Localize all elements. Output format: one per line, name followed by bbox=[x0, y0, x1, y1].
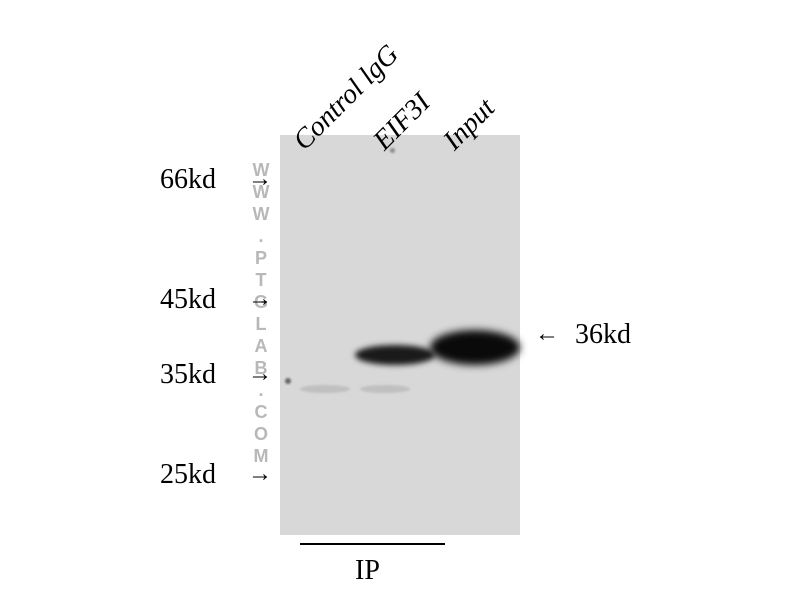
target-band-label: 36kd bbox=[575, 319, 631, 351]
ip-bracket-line bbox=[300, 543, 445, 545]
marker-label: 45kd bbox=[160, 284, 216, 316]
blot-artifact bbox=[285, 378, 291, 384]
marker-label: 66kd bbox=[160, 164, 216, 196]
blot-artifact bbox=[360, 385, 410, 393]
marker-label: 35kd bbox=[160, 359, 216, 391]
figure-container: WWW.PTGLAB.COM Control lgGEIF3IInput 66k… bbox=[0, 0, 800, 600]
arrow-right-icon: → bbox=[248, 286, 272, 313]
arrow-right-icon: → bbox=[248, 166, 272, 193]
protein-band bbox=[355, 345, 435, 365]
ip-label: IP bbox=[355, 555, 380, 587]
arrow-right-icon: → bbox=[248, 461, 272, 488]
protein-band bbox=[430, 330, 520, 365]
target-arrow-icon: ← bbox=[535, 321, 559, 348]
marker-label: 25kd bbox=[160, 459, 216, 491]
watermark: WWW.PTGLAB.COM bbox=[250, 160, 271, 468]
blot-artifact bbox=[300, 385, 350, 393]
arrow-right-icon: → bbox=[248, 361, 272, 388]
blot-artifact bbox=[390, 148, 395, 153]
